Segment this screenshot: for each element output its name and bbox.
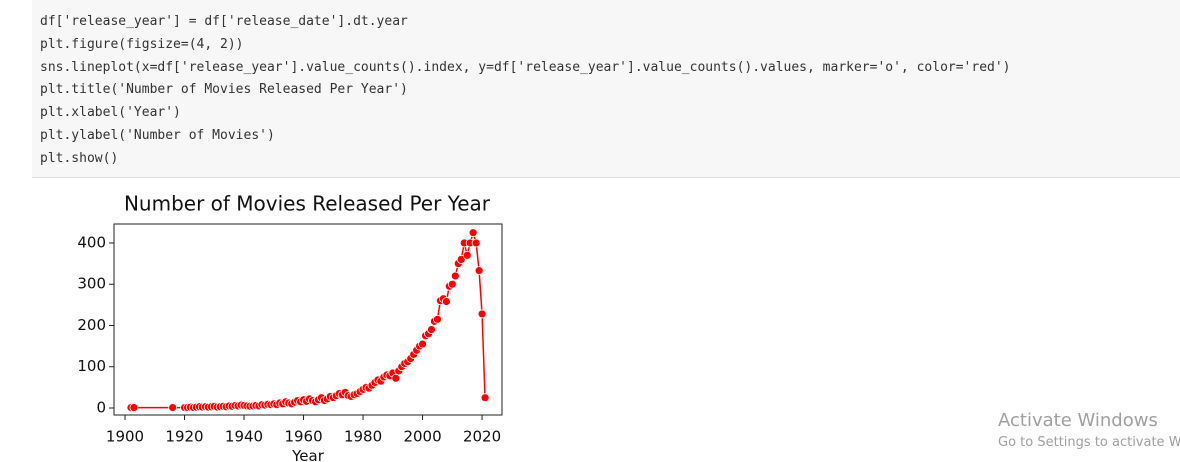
data-point	[447, 279, 457, 289]
code-line: plt.figure(figsize=(4, 2))	[40, 36, 244, 52]
code-line: plt.ylabel('Number of Movies')	[40, 128, 275, 143]
x-tick-label: 1940	[225, 428, 263, 446]
data-point	[480, 393, 490, 403]
code-line: plt.show()	[40, 150, 119, 166]
y-tick-label: 300	[77, 275, 106, 293]
code-cell: df['release_year'] = df['release_date'].…	[32, 0, 1180, 178]
data-point	[129, 403, 139, 412]
x-tick-label: 1920	[165, 428, 203, 446]
data-point	[477, 309, 487, 319]
watermark-subtitle: Go to Settings to activate W	[998, 435, 1180, 450]
data-point	[441, 297, 451, 306]
data-point	[427, 325, 436, 335]
data-point	[462, 250, 472, 260]
data-point	[418, 339, 427, 349]
y-tick-label: 100	[77, 357, 106, 375]
y-tick-label: 0	[96, 398, 106, 416]
x-tick-label: 1900	[106, 428, 144, 446]
data-point	[433, 314, 442, 324]
y-tick-label: 400	[77, 233, 106, 251]
watermark-title: Activate Windows	[998, 410, 1158, 431]
code-line: df['release_year'] = df['release_date'].…	[40, 14, 408, 29]
data-point	[456, 255, 466, 264]
code-line: plt.title('Number of Movies Released Per…	[40, 82, 408, 98]
code-line: plt.xlabel('Year')	[40, 105, 181, 121]
plot-frame	[113, 223, 503, 416]
x-tick-label: 1980	[344, 428, 382, 446]
x-tick-label: 2020	[463, 428, 501, 446]
data-point	[468, 228, 478, 238]
x-axis-label: Year	[291, 447, 325, 462]
y-tick-label: 200	[77, 316, 106, 334]
code-line: sns.lineplot(x=df['release_year'].value_…	[40, 59, 1011, 75]
x-tick-label: 1960	[284, 428, 322, 446]
data-point	[168, 403, 178, 412]
x-tick-label: 2000	[403, 428, 441, 446]
data-point	[474, 266, 484, 276]
data-point	[471, 238, 481, 248]
chart-title: Number of Movies Released Per Year	[124, 192, 491, 216]
data-point	[391, 373, 401, 383]
data-point	[450, 271, 460, 281]
